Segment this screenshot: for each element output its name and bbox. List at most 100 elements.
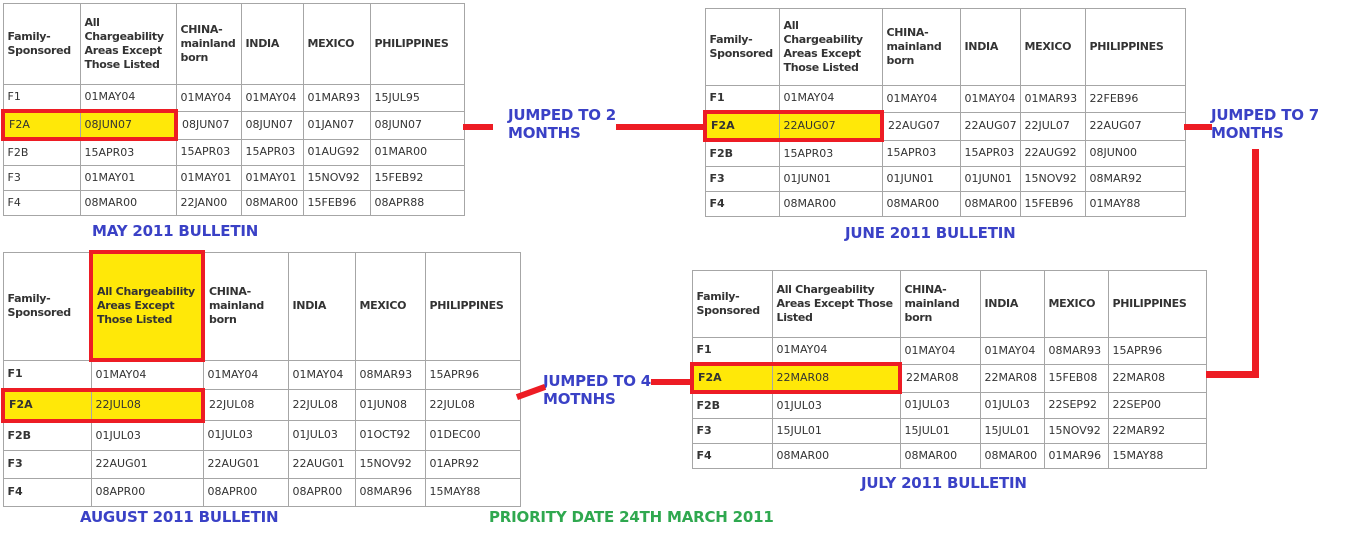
date-cell: 22FEB96 [1084, 85, 1186, 113]
annotation-jumped-4-months: JUMPED TO 4 MOTNHS [543, 372, 651, 408]
row-label: F2B [2, 420, 92, 451]
date-cell: 15APR03 [79, 138, 177, 166]
column-header: MEXICO [1043, 270, 1109, 338]
caption-august-2011-bulletin: AUGUST 2011 BULLETIN [80, 508, 279, 526]
date-cell: 08MAR93 [1043, 337, 1109, 365]
highlighted-date-cell: 22MAR08 [771, 362, 902, 394]
highlighted-date-cell: 22JUL08 [90, 387, 205, 423]
highlighted-date-cell: 22AUG07 [778, 110, 884, 142]
column-header: All Chargeability Areas Except Those Lis… [79, 3, 177, 85]
date-cell: 08APR00 [90, 477, 204, 507]
date-cell: 01MAY04 [202, 359, 289, 390]
column-header: INDIA [287, 251, 356, 361]
date-cell: 22JUL08 [202, 389, 289, 421]
table-may-2011-bulletin: Family-Sponsored All Chargeability Areas … [1, 3, 465, 216]
date-cell: 08MAR00 [240, 190, 304, 216]
row-label: F2A [703, 110, 780, 142]
connector-line-from-june-table [1184, 124, 1212, 130]
date-cell: 08MAR93 [354, 359, 426, 390]
date-cell: 08MAR00 [959, 191, 1021, 217]
column-header: Family-Sponsored [2, 3, 81, 85]
date-cell: 08MAR00 [778, 191, 883, 217]
date-cell: 01JUN08 [354, 389, 426, 421]
column-header: MEXICO [1019, 8, 1086, 86]
date-cell: 01MAY04 [79, 84, 177, 112]
row-label: F2B [2, 138, 81, 166]
row-label: F1 [2, 84, 81, 112]
date-cell: 08JUN00 [1084, 139, 1186, 167]
row-label: F4 [2, 477, 92, 507]
annotation-line: MOTNHS [543, 390, 616, 408]
row-label: F3 [2, 449, 92, 479]
table-july-2011-bulletin: Family-Sponsored All Chargeability Areas … [690, 270, 1207, 469]
date-cell: 22MAR08 [979, 363, 1045, 393]
date-cell: 22JUL07 [1019, 111, 1086, 141]
date-cell: 01MAY01 [79, 165, 177, 191]
column-header: INDIA [959, 8, 1021, 86]
column-header: PHILIPPINES [1107, 270, 1207, 338]
date-cell: 01MAR00 [369, 138, 465, 166]
row-label: F1 [704, 85, 780, 113]
date-cell: 22MAR08 [1107, 363, 1207, 393]
column-header: All Chargeability Areas Except Those Lis… [771, 270, 901, 338]
date-cell: 01OCT92 [354, 420, 426, 451]
date-cell: 08MAR00 [979, 443, 1045, 469]
column-header: PHILIPPINES [369, 3, 465, 85]
row-label: F2A [690, 362, 773, 394]
date-cell: 15MAY88 [1107, 443, 1207, 469]
column-header: Family-Sponsored [2, 251, 92, 361]
date-cell: 01JUL03 [771, 391, 901, 419]
date-cell: 01MAY04 [771, 337, 901, 365]
date-cell: 22SEP00 [1107, 391, 1207, 419]
date-cell: 22JUL08 [287, 389, 356, 421]
date-cell: 22AUG07 [1084, 111, 1186, 141]
highlighted-date-cell: 08JUN07 [79, 109, 178, 141]
column-header: INDIA [240, 3, 304, 85]
date-cell: 01JUL03 [202, 420, 289, 451]
connector-line-to-july-right [1206, 371, 1259, 378]
date-cell: 01JUL03 [899, 391, 981, 419]
date-cell: 22MAR92 [1107, 418, 1207, 444]
annotation-line: JUMPED TO 2 [508, 106, 617, 124]
row-label: F1 [2, 359, 92, 390]
date-cell: 01JUL03 [979, 391, 1045, 419]
column-header: CHINA-mainland born [881, 8, 961, 86]
row-label: F1 [691, 337, 773, 365]
date-cell: 08JUN07 [175, 110, 242, 140]
row-label: F4 [704, 191, 780, 217]
date-cell: 08MAR92 [1084, 166, 1186, 192]
annotation-jumped-2-months: JUMPED TO 2 MONTHS [508, 106, 616, 142]
date-cell: 01MAY04 [778, 85, 883, 113]
priority-date-note: PRIORITY DATE 24TH MARCH 2011 [489, 508, 774, 526]
column-header: Family-Sponsored [704, 8, 780, 86]
date-cell: 01MAY04 [899, 337, 981, 365]
row-label: F4 [2, 190, 81, 216]
caption-june-2011-bulletin: JUNE 2011 BULLETIN [845, 224, 1016, 242]
column-header: PHILIPPINES [1084, 8, 1186, 86]
annotation-line: MONTHS [508, 124, 581, 142]
row-label: F2B [691, 391, 773, 419]
date-cell: 15APR03 [778, 139, 883, 167]
date-cell: 15MAY88 [424, 477, 521, 507]
date-cell: 01MAY04 [959, 85, 1021, 113]
column-header: MEXICO [302, 3, 371, 85]
date-cell: 01JAN07 [302, 110, 371, 140]
date-cell: 15APR03 [175, 138, 242, 166]
date-cell: 15JUL95 [369, 84, 465, 112]
caption-july-2011-bulletin: JULY 2011 BULLETIN [861, 474, 1027, 492]
annotation-line: JUMPED TO 4 [543, 372, 652, 390]
connector-line-from-may-table [463, 124, 493, 130]
column-header: All Chargeability Areas Except Those Lis… [778, 8, 883, 86]
date-cell: 15APR03 [959, 139, 1021, 167]
date-cell: 08APR88 [369, 190, 465, 216]
date-cell: 15APR03 [240, 138, 304, 166]
date-cell: 01APR92 [424, 449, 521, 479]
row-label: F3 [2, 165, 81, 191]
date-cell: 01MAY04 [90, 359, 204, 390]
column-header: CHINA-mainland born [202, 251, 289, 361]
row-label: F2A [1, 387, 92, 423]
caption-may-2011-bulletin: MAY 2011 BULLETIN [92, 222, 259, 240]
column-header: INDIA [979, 270, 1045, 338]
date-cell: 15NOV92 [1043, 418, 1109, 444]
annotation-line: MONTHS [1211, 124, 1284, 142]
